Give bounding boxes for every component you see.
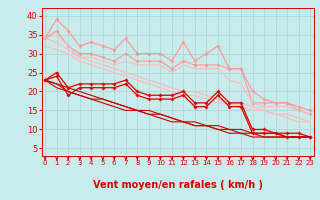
X-axis label: Vent moyen/en rafales ( km/h ): Vent moyen/en rafales ( km/h ): [92, 180, 263, 190]
